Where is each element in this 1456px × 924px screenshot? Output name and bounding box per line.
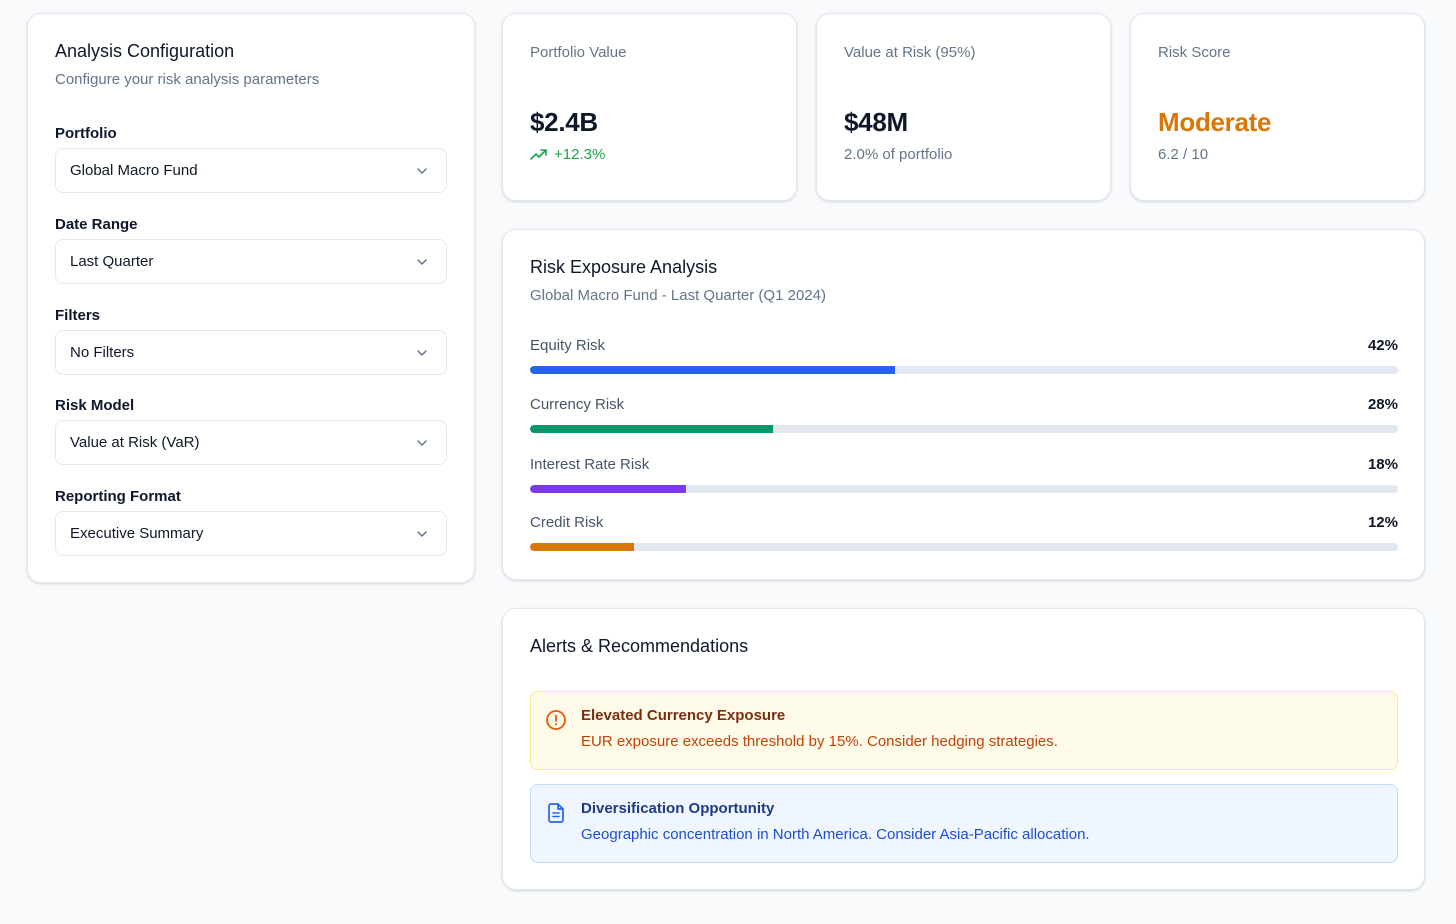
risk-model-select-value: Value at Risk (VaR): [70, 434, 200, 451]
progress-track: [530, 485, 1398, 493]
config-subtitle: Configure your risk analysis parameters: [55, 71, 320, 88]
document-icon: [548, 803, 564, 823]
chevron-down-icon: [417, 439, 427, 446]
alert-text: EUR exposure exceeds threshold by 15%. C…: [581, 733, 1058, 750]
reporting-format-select[interactable]: Executive Summary: [55, 511, 447, 556]
progress-track: [530, 425, 1398, 433]
config-title: Analysis Configuration: [55, 41, 235, 61]
alert-currency-exposure[interactable]: Elevated Currency Exposure EUR exposure …: [530, 691, 1398, 770]
exposure-title: Risk Exposure Analysis: [530, 257, 718, 277]
date-range-select-value: Last Quarter: [70, 253, 154, 270]
stat-trend: +12.3%: [530, 146, 769, 163]
stat-label: Portfolio Value: [530, 44, 627, 61]
exposure-row-percent: 28%: [1367, 396, 1398, 413]
portfolio-select-value: Global Macro Fund: [70, 162, 198, 179]
progress-track: [530, 366, 1398, 374]
analysis-configuration-panel: Analysis Configuration Configure your ri…: [27, 13, 475, 583]
portfolio-field: Portfolio Global Macro Fund: [55, 124, 447, 193]
progress-track: [530, 543, 1398, 551]
value-at-risk-card: Value at Risk (95%) $48M 2.0% of portfol…: [816, 13, 1111, 201]
reporting-format-select-value: Executive Summary: [70, 525, 204, 542]
exposure-row-percent: 42%: [1367, 337, 1398, 354]
filters-select[interactable]: No Filters: [55, 330, 447, 375]
stat-foot: 2.0% of portfolio: [844, 146, 953, 163]
alert-title: Diversification Opportunity: [581, 800, 775, 817]
exposure-row-percent: 18%: [1367, 456, 1398, 473]
alert-text: Geographic concentration in North Americ…: [581, 826, 1090, 843]
chevron-down-icon: [417, 530, 427, 537]
exposure-row: Equity Risk 42%: [530, 336, 1398, 374]
risk-exposure-panel: Risk Exposure Analysis Global Macro Fund…: [502, 229, 1425, 580]
reporting-format-label: Reporting Format: [55, 488, 181, 505]
progress-fill: [530, 485, 687, 493]
progress-fill: [530, 425, 774, 433]
progress-fill: [530, 543, 635, 551]
portfolio-value-card: Portfolio Value $2.4B +12.3%: [502, 13, 797, 201]
stat-trend-value: +12.3%: [554, 146, 606, 163]
stat-value: $48M: [844, 107, 908, 137]
stat-label: Value at Risk (95%): [844, 44, 976, 61]
exposure-row-name: Credit Risk: [530, 514, 604, 531]
filters-label: Filters: [55, 307, 101, 324]
alert-title: Elevated Currency Exposure: [581, 707, 786, 724]
exposure-row-name: Equity Risk: [530, 337, 606, 354]
chevron-down-icon: [417, 349, 427, 356]
date-range-field: Date Range Last Quarter: [55, 215, 447, 284]
alert-circle-icon: [546, 710, 566, 730]
portfolio-select[interactable]: Global Macro Fund: [55, 148, 447, 193]
risk-model-label: Risk Model: [55, 397, 135, 414]
stat-foot: 6.2 / 10: [1158, 146, 1209, 163]
alerts-title: Alerts & Recommendations: [530, 636, 749, 656]
chevron-down-icon: [417, 258, 427, 265]
exposure-row-name: Interest Rate Risk: [530, 456, 650, 473]
alerts-panel: Alerts & Recommendations Elevated Curren…: [502, 608, 1425, 890]
exposure-row: Interest Rate Risk 18%: [530, 455, 1398, 493]
filters-select-value: No Filters: [70, 344, 135, 361]
risk-model-select[interactable]: Value at Risk (VaR): [55, 420, 447, 465]
stat-label: Risk Score: [1158, 44, 1231, 61]
exposure-row-name: Currency Risk: [530, 396, 625, 413]
exposure-subtitle: Global Macro Fund - Last Quarter (Q1 202…: [530, 287, 826, 304]
alert-diversification[interactable]: Diversification Opportunity Geographic c…: [530, 784, 1398, 863]
risk-score-card: Risk Score Moderate 6.2 / 10: [1130, 13, 1425, 201]
reporting-format-field: Reporting Format Executive Summary: [55, 487, 447, 556]
risk-model-field: Risk Model Value at Risk (VaR): [55, 396, 447, 465]
exposure-row-percent: 12%: [1367, 514, 1398, 531]
portfolio-label: Portfolio: [55, 125, 117, 142]
filters-field: Filters No Filters: [55, 306, 447, 375]
exposure-row: Currency Risk 28%: [530, 395, 1398, 433]
date-range-label: Date Range: [55, 216, 138, 233]
trending-up-icon: [530, 148, 547, 160]
chevron-down-icon: [417, 167, 427, 174]
stat-value: Moderate: [1158, 107, 1272, 137]
stat-value: $2.4B: [530, 107, 598, 137]
progress-fill: [530, 366, 895, 374]
exposure-row: Credit Risk 12%: [530, 513, 1398, 551]
date-range-select[interactable]: Last Quarter: [55, 239, 447, 284]
